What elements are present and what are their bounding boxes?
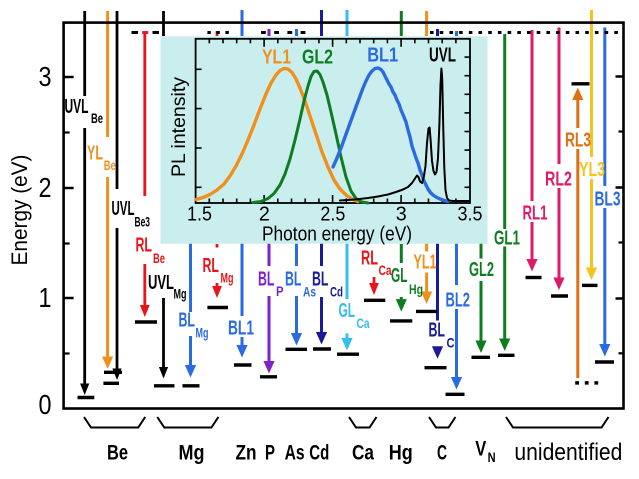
svg-text:Be: Be — [91, 111, 103, 126]
svg-text:BL: BL — [179, 310, 196, 332]
svg-text:As: As — [285, 442, 305, 465]
svg-text:Photon energy (eV): Photon energy (eV) — [262, 224, 412, 246]
svg-text:RL2: RL2 — [545, 169, 572, 191]
svg-text:2: 2 — [39, 172, 52, 203]
svg-text:RL: RL — [136, 235, 153, 257]
svg-text:YL3: YL3 — [579, 159, 605, 181]
svg-text:3: 3 — [396, 204, 407, 226]
svg-text:C: C — [447, 336, 455, 351]
svg-text:P: P — [265, 442, 275, 465]
svg-text:BL: BL — [258, 269, 275, 291]
svg-text:PL intensity: PL intensity — [168, 77, 190, 177]
svg-text:RL3: RL3 — [565, 130, 591, 152]
svg-text:GL2: GL2 — [469, 259, 494, 281]
svg-text:Zn: Zn — [236, 442, 257, 465]
svg-text:Be3: Be3 — [135, 215, 151, 230]
svg-text:2: 2 — [259, 204, 270, 226]
svg-text:Mg: Mg — [196, 326, 209, 341]
svg-text:BL: BL — [285, 269, 302, 291]
svg-text:YL1: YL1 — [414, 252, 437, 274]
svg-text:Be: Be — [153, 251, 165, 266]
svg-text:Hg: Hg — [409, 282, 423, 297]
svg-text:C: C — [437, 442, 447, 465]
svg-text:GL2: GL2 — [302, 47, 333, 69]
svg-text:RL: RL — [203, 255, 220, 277]
svg-text:0: 0 — [39, 389, 52, 420]
svg-text:Be: Be — [104, 158, 116, 173]
svg-text:Energy (eV): Energy (eV) — [7, 155, 32, 266]
svg-text:UVL: UVL — [148, 272, 174, 294]
svg-text:As: As — [303, 285, 316, 300]
svg-text:1.5: 1.5 — [187, 204, 212, 226]
svg-text:3: 3 — [39, 61, 52, 92]
svg-text:unidentified: unidentified — [514, 439, 622, 466]
svg-text:Be: Be — [107, 442, 128, 465]
svg-text:Cd: Cd — [309, 442, 329, 465]
svg-text:RL1: RL1 — [523, 203, 548, 225]
svg-text:BL2: BL2 — [446, 290, 471, 312]
svg-text:Ca: Ca — [352, 442, 374, 465]
svg-text:V: V — [475, 438, 486, 461]
svg-text:UVL: UVL — [112, 198, 135, 220]
svg-text:Hg: Hg — [389, 442, 413, 465]
svg-text:GL1: GL1 — [494, 228, 520, 250]
svg-text:1: 1 — [39, 282, 52, 313]
svg-text:P: P — [276, 284, 284, 299]
svg-text:Ca: Ca — [379, 263, 392, 278]
svg-text:GL: GL — [391, 265, 408, 287]
svg-text:2.5: 2.5 — [320, 204, 345, 226]
svg-text:Mg: Mg — [221, 271, 234, 286]
svg-text:BL: BL — [429, 320, 446, 342]
svg-text:UVL: UVL — [429, 45, 456, 67]
svg-text:UVL: UVL — [65, 96, 89, 118]
svg-text:RL: RL — [361, 248, 378, 270]
svg-text:BL1: BL1 — [228, 318, 254, 340]
svg-text:BL3: BL3 — [595, 189, 621, 211]
svg-text:YL: YL — [87, 143, 103, 165]
svg-text:BL: BL — [312, 269, 329, 291]
svg-text:Mg: Mg — [174, 287, 187, 302]
svg-text:Cd: Cd — [330, 285, 343, 300]
svg-text:Ca: Ca — [357, 316, 370, 331]
svg-text:3.5: 3.5 — [458, 204, 483, 226]
svg-text:BL1: BL1 — [367, 45, 398, 67]
svg-text:YL1: YL1 — [262, 47, 291, 69]
svg-text:N: N — [488, 450, 496, 465]
svg-text:Mg: Mg — [179, 442, 205, 465]
svg-text:GL: GL — [339, 300, 356, 322]
